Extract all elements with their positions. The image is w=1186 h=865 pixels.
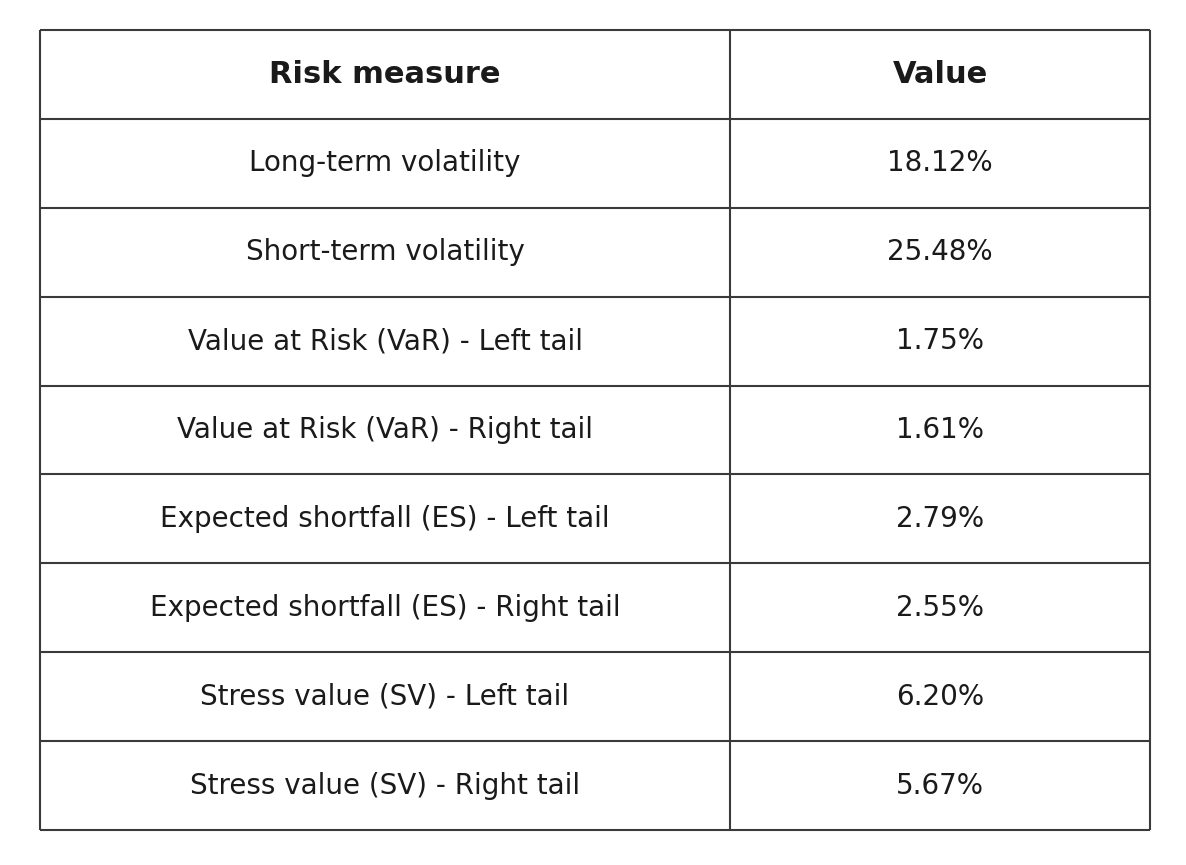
Text: 2.55%: 2.55% bbox=[895, 593, 984, 622]
Text: 1.75%: 1.75% bbox=[895, 327, 984, 356]
Text: Value: Value bbox=[892, 60, 988, 89]
Text: Value at Risk (VaR) - Left tail: Value at Risk (VaR) - Left tail bbox=[187, 327, 582, 356]
Text: Expected shortfall (ES) - Right tail: Expected shortfall (ES) - Right tail bbox=[149, 593, 620, 622]
Text: 18.12%: 18.12% bbox=[887, 150, 993, 177]
Text: 1.61%: 1.61% bbox=[895, 416, 984, 444]
Text: Long-term volatility: Long-term volatility bbox=[249, 150, 521, 177]
Text: 25.48%: 25.48% bbox=[887, 238, 993, 266]
Text: 5.67%: 5.67% bbox=[895, 772, 984, 799]
Text: Risk measure: Risk measure bbox=[269, 60, 500, 89]
Text: Stress value (SV) - Right tail: Stress value (SV) - Right tail bbox=[190, 772, 580, 799]
Text: Value at Risk (VaR) - Right tail: Value at Risk (VaR) - Right tail bbox=[177, 416, 593, 444]
Text: Stress value (SV) - Left tail: Stress value (SV) - Left tail bbox=[200, 682, 569, 711]
Text: 2.79%: 2.79% bbox=[895, 505, 984, 533]
Text: 6.20%: 6.20% bbox=[895, 682, 984, 711]
Text: Expected shortfall (ES) - Left tail: Expected shortfall (ES) - Left tail bbox=[160, 505, 610, 533]
Text: Short-term volatility: Short-term volatility bbox=[246, 238, 524, 266]
